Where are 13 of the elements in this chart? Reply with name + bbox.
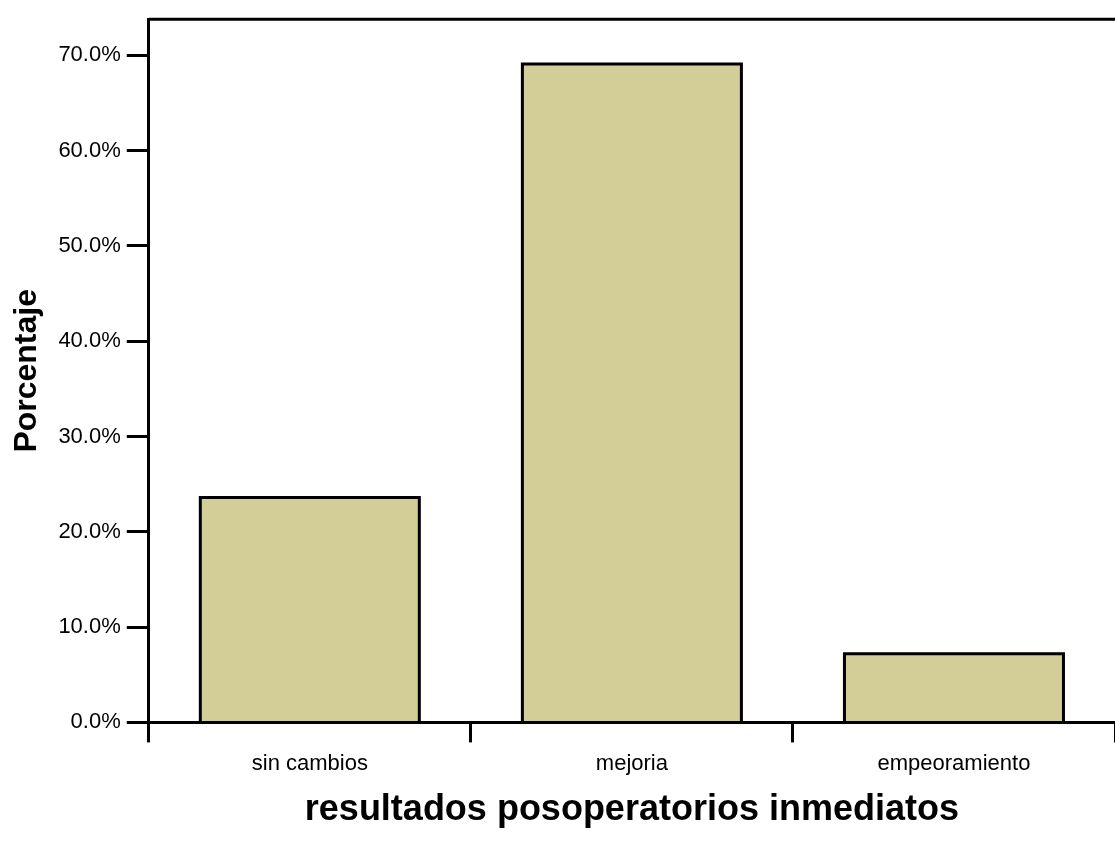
y-tick-label: 10.0% [58,613,121,639]
y-tick-label: 40.0% [58,327,121,353]
y-tick-label: 30.0% [58,422,121,448]
y-tick-label: 70.0% [58,41,121,67]
x-tick-label: mejoria [595,749,669,775]
y-tick-label: 20.0% [58,517,121,543]
x-axis-title: resultados posoperatorios inmediatos [304,787,959,829]
y-tick-label: 50.0% [58,232,121,258]
y-axis-title: Porcentaje [7,288,44,453]
x-tick-label: empeoramiento [877,749,1031,775]
x-tick-label: sin cambios [251,749,368,775]
y-tick-label: 0.0% [70,708,121,734]
y-tick-label: 60.0% [58,136,121,162]
